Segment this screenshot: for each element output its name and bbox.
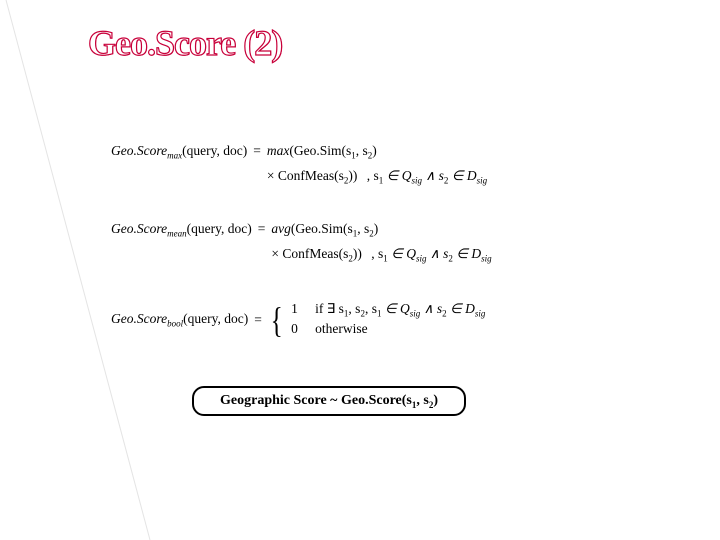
eq-mean-rhs-open: (Geo.Sim(s [291,221,353,236]
equation-max: Geo.Scoremax(query, doc) = max(Geo.Sim(s… [111,140,651,188]
eq-max-rhs-fn: max [267,143,290,158]
eq-bool-case1-mid: , s [348,301,360,316]
eq-mean-cond-in1: ∈ Q [388,246,416,261]
eq-max-close: ) [372,143,377,158]
eq-mean-cond-in2: ∈ D [453,246,481,261]
eq-bool-case0-txt: otherwise [315,320,367,339]
eq-max-cond-and: ∧ s [422,168,444,183]
title-underline [88,68,298,69]
eq-max-line2-close: )) [348,168,357,183]
eq-bool-case1-and: ∧ s [420,301,442,316]
slide-title: Geo.Score (2) [88,22,282,64]
eq-max-rhs-open: (Geo.Sim(s [289,143,351,158]
eq-max-cond-qsub: sig [411,176,422,186]
eq-bool-case1-if: if ∃ s [315,301,344,316]
eq-max-mid: , s [356,143,368,158]
eq-bool-case1-in1: ∈ Q [381,301,409,316]
eq-bool-case1-after: , s [365,301,377,316]
eq-mean-line2-close: )) [353,246,362,261]
eq-max-cond-in1: ∈ Q [383,168,411,183]
eq-max-lhs-args: (query, doc) [182,143,247,158]
eq-mean-lhs-prefix: Geo.Score [111,221,167,236]
eq-mean-lhs-args: (query, doc) [187,221,252,236]
decorative-diagonal-line [0,0,200,540]
eq-bool-lhs-prefix: Geo.Score [111,311,167,326]
geographic-score-callout: Geographic Score ~ Geo.Score(s1, s2) [192,386,466,416]
eq-max-cond-prefix: , s [367,168,379,183]
eq-max-lhs-prefix: Geo.Score [111,143,167,158]
eq-max-line2-prefix: × ConfMeas(s [267,168,344,183]
eq-mean-cond-and: ∧ s [427,246,449,261]
piecewise-brace-icon: { [270,302,282,338]
equation-mean: Geo.Scoremean(query, doc) = avg(Geo.Sim(… [111,218,651,266]
callout-prefix: Geographic Score ~ Geo.Score(s [220,393,412,408]
eq-bool-case0-val: 0 [291,320,305,339]
eq-mean-rhs-fn: avg [271,221,291,236]
eq-bool-case1-dsub: sig [475,309,486,319]
eq-max-equals: = [247,140,267,162]
eq-mean-line2-prefix: × ConfMeas(s [271,246,348,261]
eq-bool-case1-in2: ∈ D [447,301,475,316]
eq-mean-equals: = [252,218,272,240]
eq-mean-cond-qsub: sig [416,254,427,264]
eq-bool-case1-qsub: sig [410,309,421,319]
eq-max-cond-dsub: sig [477,176,488,186]
callout-close: ) [433,393,438,408]
eq-max-lhs-sub: max [167,151,182,161]
eq-bool-equals: = [248,309,268,331]
eq-mean-cond-prefix: , s [371,246,383,261]
eq-bool-lhs-args: (query, doc) [183,311,248,326]
equation-bool: Geo.Scorebool(query, doc) = { 1 if ∃ s1,… [111,300,651,339]
eq-mean-mid: , s [357,221,369,236]
eq-bool-case1-val: 1 [291,300,305,320]
eq-bool-lhs-sub: bool [167,319,183,329]
callout-mid: , s [416,393,428,408]
eq-mean-cond-dsub: sig [481,254,492,264]
slide: Geo.Score (2) Geo.Scoremax(query, doc) =… [0,0,720,540]
eq-mean-close: ) [374,221,379,236]
eq-mean-lhs-sub: mean [167,229,187,239]
eq-max-cond-in2: ∈ D [448,168,476,183]
